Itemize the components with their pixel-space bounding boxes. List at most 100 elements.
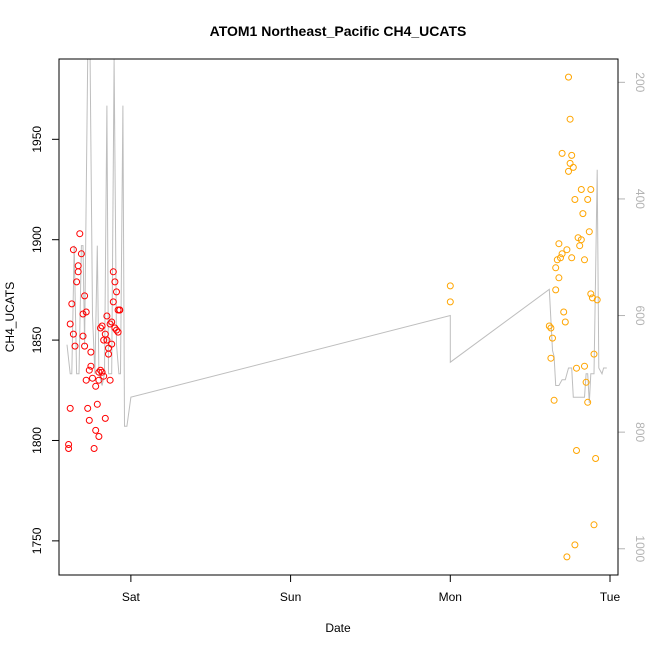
data-point-series2 bbox=[584, 398, 592, 406]
data-point-series1 bbox=[106, 376, 114, 384]
data-point-series2 bbox=[565, 73, 572, 81]
x-axis-label: Date bbox=[325, 621, 351, 635]
data-point-series1 bbox=[92, 426, 100, 434]
data-point-series2 bbox=[569, 163, 577, 171]
data-point-series2 bbox=[558, 250, 566, 258]
y2-tick-label: 200 bbox=[633, 72, 647, 92]
data-point-series1 bbox=[65, 441, 73, 448]
data-point-series1 bbox=[95, 433, 103, 440]
y2-tick-label: 400 bbox=[633, 189, 647, 209]
data-point-series2 bbox=[446, 282, 454, 290]
data-point-series2 bbox=[446, 298, 454, 306]
data-point-series2 bbox=[579, 210, 587, 218]
pressure-line bbox=[66, 59, 607, 427]
data-point-series1 bbox=[109, 268, 117, 276]
data-point-series1 bbox=[79, 332, 87, 340]
y2-tick-label: 600 bbox=[633, 306, 647, 326]
data-point-series1 bbox=[111, 278, 119, 286]
data-point-series1 bbox=[68, 300, 76, 308]
data-point-series2 bbox=[571, 196, 579, 203]
data-point-series2 bbox=[581, 256, 588, 264]
data-point-series1 bbox=[87, 348, 95, 356]
data-point-series1 bbox=[101, 414, 109, 422]
data-point-series1 bbox=[92, 382, 100, 390]
y-tick-label: 1750 bbox=[30, 527, 44, 554]
data-point-series1 bbox=[66, 404, 74, 412]
y-tick-label: 1950 bbox=[30, 126, 44, 153]
y2-tick-label: 1000 bbox=[633, 535, 647, 562]
data-point-series2 bbox=[565, 167, 572, 175]
data-point-series2 bbox=[593, 296, 601, 304]
data-point-series2 bbox=[552, 264, 560, 272]
data-point-series2 bbox=[552, 286, 560, 294]
y-tick-label: 1900 bbox=[30, 226, 44, 253]
x-tick-label: Tue bbox=[600, 590, 621, 604]
data-point-series1 bbox=[103, 336, 111, 344]
data-point-series1 bbox=[113, 326, 120, 334]
data-point-series1 bbox=[85, 416, 93, 424]
data-point-series2 bbox=[555, 240, 563, 248]
data-point-series2 bbox=[568, 151, 576, 159]
y-tick-label: 1800 bbox=[30, 427, 44, 454]
data-point-series2 bbox=[563, 553, 571, 561]
data-point-series2 bbox=[590, 521, 598, 529]
data-point-series1 bbox=[71, 342, 79, 350]
data-point-series2 bbox=[547, 354, 555, 362]
data-point-series2 bbox=[581, 362, 588, 370]
data-point-series2 bbox=[561, 318, 569, 326]
data-point-series1 bbox=[73, 278, 81, 286]
data-point-series1 bbox=[87, 362, 95, 370]
data-point-series1 bbox=[82, 376, 90, 384]
data-point-series2 bbox=[573, 447, 580, 454]
data-point-series2 bbox=[563, 246, 571, 254]
data-point-series1 bbox=[97, 366, 104, 374]
data-point-series2 bbox=[549, 334, 556, 342]
data-point-series1 bbox=[98, 368, 106, 376]
y2-tick-label: 800 bbox=[633, 422, 647, 442]
data-point-series2 bbox=[587, 290, 595, 298]
chart-title: ATOM1 Northeast_Pacific CH4_UCATS bbox=[210, 23, 467, 39]
data-point-series1 bbox=[114, 328, 122, 336]
data-point-series1 bbox=[103, 312, 111, 320]
data-point-series1 bbox=[97, 324, 104, 332]
data-point-series2 bbox=[587, 186, 595, 193]
data-point-series1 bbox=[76, 230, 84, 238]
data-point-series2 bbox=[568, 254, 576, 262]
data-point-series1 bbox=[116, 306, 124, 314]
data-point-series2 bbox=[557, 254, 564, 262]
data-point-series1 bbox=[69, 330, 77, 338]
data-point-series1 bbox=[82, 308, 90, 316]
data-point-series2 bbox=[547, 324, 555, 332]
data-point-series1 bbox=[69, 246, 77, 254]
plot-content: Sat Sun Mon Tue 1750 1800 1850 1900 1950 200 400 60… bbox=[30, 59, 647, 604]
data-point-series1 bbox=[81, 342, 89, 350]
data-point-series1 bbox=[108, 340, 116, 348]
data-point-series1 bbox=[90, 445, 98, 452]
data-point-series1 bbox=[84, 404, 92, 412]
data-point-series1 bbox=[77, 250, 85, 258]
data-point-series2 bbox=[573, 364, 580, 372]
data-point-series1 bbox=[93, 400, 101, 408]
data-point-series2 bbox=[550, 396, 558, 404]
data-point-series2 bbox=[592, 455, 600, 462]
data-point-series2 bbox=[577, 236, 585, 244]
y-axis-label: CH4_UCATS bbox=[3, 282, 17, 352]
data-point-series2 bbox=[590, 350, 598, 358]
y-tick-label: 1850 bbox=[30, 326, 44, 353]
x-tick-label: Mon bbox=[439, 590, 462, 604]
data-point-series2 bbox=[585, 228, 593, 236]
data-point-series1 bbox=[74, 262, 82, 270]
data-point-series2 bbox=[558, 149, 566, 157]
x-tick-label: Sun bbox=[280, 590, 301, 604]
data-point-series2 bbox=[577, 186, 585, 193]
x-tick-label: Sat bbox=[122, 590, 141, 604]
data-point-series2 bbox=[571, 541, 579, 549]
data-point-series1 bbox=[95, 376, 103, 384]
data-point-series1 bbox=[100, 372, 108, 380]
data-point-series2 bbox=[566, 115, 574, 123]
data-point-series1 bbox=[108, 318, 116, 326]
data-point-series1 bbox=[65, 445, 73, 452]
data-point-series1 bbox=[95, 368, 103, 376]
data-point-series1 bbox=[66, 320, 74, 328]
